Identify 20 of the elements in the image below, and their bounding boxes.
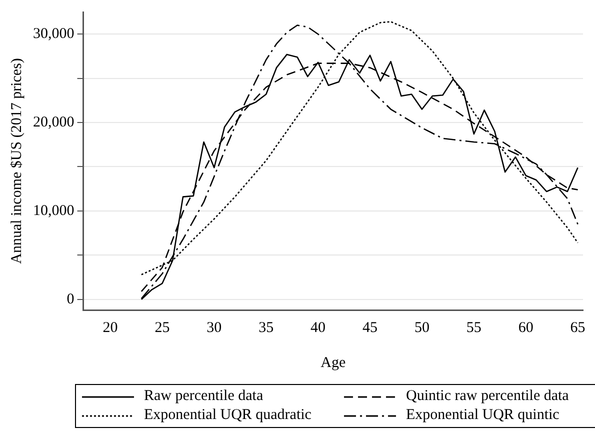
x-tick-label: 50	[414, 320, 430, 336]
y-tick-label: 0	[66, 291, 74, 308]
y-axis-title: Annual income $US (2017 prices)	[8, 58, 25, 264]
x-tick-label: 60	[518, 320, 534, 336]
x-tick-label: 20	[102, 320, 118, 336]
y-tick-label: 30,000	[33, 26, 74, 42]
y-tick-label: 10,000	[33, 202, 74, 219]
x-tick-label: 35	[258, 320, 274, 336]
y-tick-label: 20,000	[33, 114, 74, 130]
x-axis-title: Age	[320, 354, 346, 371]
x-tick-label: 30	[206, 320, 222, 336]
x-tick-label: 65	[570, 320, 586, 336]
legend-label: Raw percentile data	[144, 388, 264, 405]
x-tick-label: 40	[310, 320, 326, 336]
x-tick-label: 45	[362, 320, 378, 336]
legend-label: Exponential UQR quadratic	[144, 407, 312, 424]
x-tick-label: 25	[154, 320, 170, 336]
x-tick-label: 55	[466, 320, 482, 336]
legend-label: Exponential UQR quintic	[406, 407, 560, 424]
legend-label: Quintic raw percentile data	[406, 388, 569, 405]
